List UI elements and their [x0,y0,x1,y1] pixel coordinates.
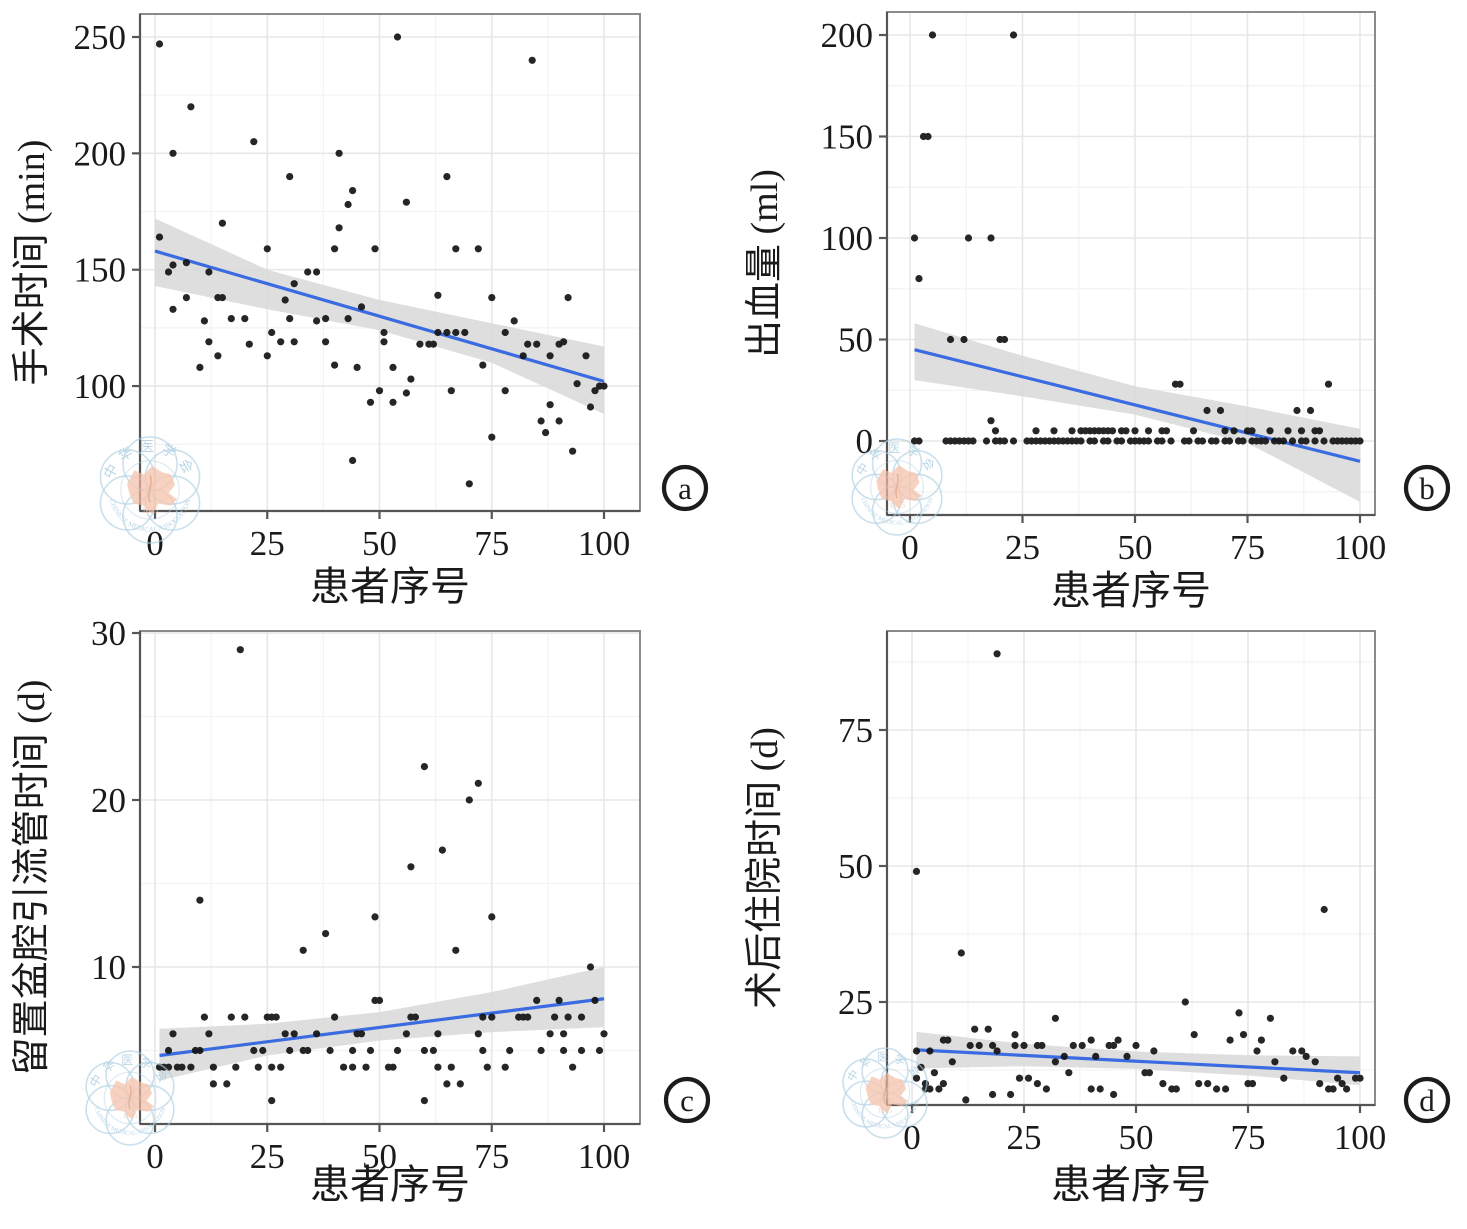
y-tick-label: 25 [838,983,873,1022]
y-axis: 0 50 100 150 200 [821,16,887,461]
x-tick-label: 50 [1118,528,1153,567]
x-tick-label: 25 [250,524,285,563]
svg-text:a: a [678,471,692,506]
y-tick-label: 10 [91,948,126,987]
x-tick-label: 25 [1005,528,1040,567]
x-tick-label: 50 [362,524,397,563]
staff-snake-icon [128,1084,132,1110]
confidence-band [914,323,1360,502]
plot-frame [138,13,641,513]
staff-snake-icon [148,475,152,503]
y-tick-label: 100 [821,219,874,258]
y-axis-title: 手术时间 (min) [11,140,53,386]
china-map-icon [109,1076,154,1120]
x-axis-title: 患者序号 [310,1162,470,1207]
staff-snake-icon [895,473,899,499]
x-tick-label: 100 [578,524,631,563]
regression-line [159,997,605,1058]
x-tick-label: 100 [578,1137,631,1176]
x-tick-label: 75 [1230,528,1265,567]
x-tick-label: 0 [903,1118,921,1157]
watermark-year: 1915 [142,506,158,515]
x-tick-label: 0 [146,524,164,563]
scatter-points [910,31,1364,445]
scatter-panel-c: 0 25 50 75 100 10 20 30 患者序号 留置盆腔引流管时间 (d) 中华医学会CH… [11,614,711,1207]
y-tick-label: 100 [74,367,127,406]
x-axis-title: 患者序号 [310,564,470,609]
x-tick-label: 25 [250,1137,285,1176]
x-tick-label: 75 [474,1137,509,1176]
scatter-panel-a: 0 25 50 75 100 100 150 200 250 患者序号 手术时间 (min) 中华医学… [11,13,709,609]
panel-letter-c: c [663,1076,711,1124]
regression-line [914,348,1361,463]
china-map-icon [876,465,922,509]
scatter-points [912,650,1364,1104]
gridlines [887,631,1375,1105]
scatter-points [155,33,608,488]
regression-line [916,1048,1361,1075]
confidence-band [159,967,605,1081]
y-tick-label: 30 [91,614,126,653]
svg-text:c: c [680,1083,694,1118]
y-axis-title: 出血量 (ml) [744,169,786,358]
china-map-icon [865,1072,908,1114]
x-axis-title: 患者序号 [1051,568,1211,613]
x-tick-label: 0 [146,1137,164,1176]
y-axis: 10 20 30 [91,614,140,987]
regression-line [154,249,605,383]
watermark-year: 1915 [889,501,905,510]
svg-text:b: b [1419,471,1435,506]
y-tick-label: 200 [74,134,127,173]
y-axis: 100 150 200 250 [74,18,140,406]
x-axis: 0 25 50 75 100 [146,1124,630,1176]
plot-frame [885,630,1376,1107]
svg-text:d: d [1419,1083,1435,1118]
y-tick-label: 150 [821,118,874,157]
watermark-year: 1915 [878,1106,893,1114]
y-axis: 25 50 75 [838,711,887,1022]
watermark-year: 1915 [123,1112,138,1120]
y-axis-title: 留置盆腔引流管时间 (d) [11,680,53,1076]
panel-letter-b: b [1403,464,1451,512]
x-axis: 0 25 50 75 100 [146,511,630,563]
x-tick-label: 75 [474,524,509,563]
x-axis-title: 患者序号 [1051,1162,1211,1207]
panel-letter-a: a [661,464,709,512]
plot-frame [138,630,641,1126]
panel-letter-d: d [1403,1076,1451,1124]
x-tick-label: 50 [1119,1118,1154,1157]
scatter-points [155,646,608,1105]
y-tick-label: 200 [821,16,874,55]
y-tick-label: 150 [74,251,127,290]
y-tick-label: 50 [838,847,873,886]
y-tick-label: 50 [838,321,873,360]
y-tick-label: 75 [838,711,873,750]
y-tick-label: 20 [91,781,126,820]
x-tick-label: 0 [901,528,919,567]
x-tick-label: 75 [1231,1118,1266,1157]
china-map-icon [127,466,178,514]
plot-frame [885,11,1376,517]
y-tick-label: 0 [856,422,874,461]
scatter-panel-d: 0 25 50 75 100 25 50 75 患者序号 术后住院时间 (d) 中华医学会CHINE… [744,630,1451,1207]
y-tick-label: 250 [74,18,127,57]
staff-snake-icon [883,1080,887,1104]
confidence-band [916,1031,1360,1086]
x-tick-label: 100 [1334,1118,1387,1157]
x-tick-label: 50 [362,1137,397,1176]
x-axis: 0 25 50 75 100 [901,515,1386,567]
x-axis: 0 25 50 75 100 [903,1105,1386,1157]
x-tick-label: 100 [1334,528,1387,567]
x-tick-label: 25 [1007,1118,1042,1157]
scatter-panel-b: 0 25 50 75 100 0 50 100 150 200 患者序号 出血量 (ml) 中华医学会C… [744,11,1451,613]
y-axis-title: 术后住院时间 (d) [744,727,786,1009]
